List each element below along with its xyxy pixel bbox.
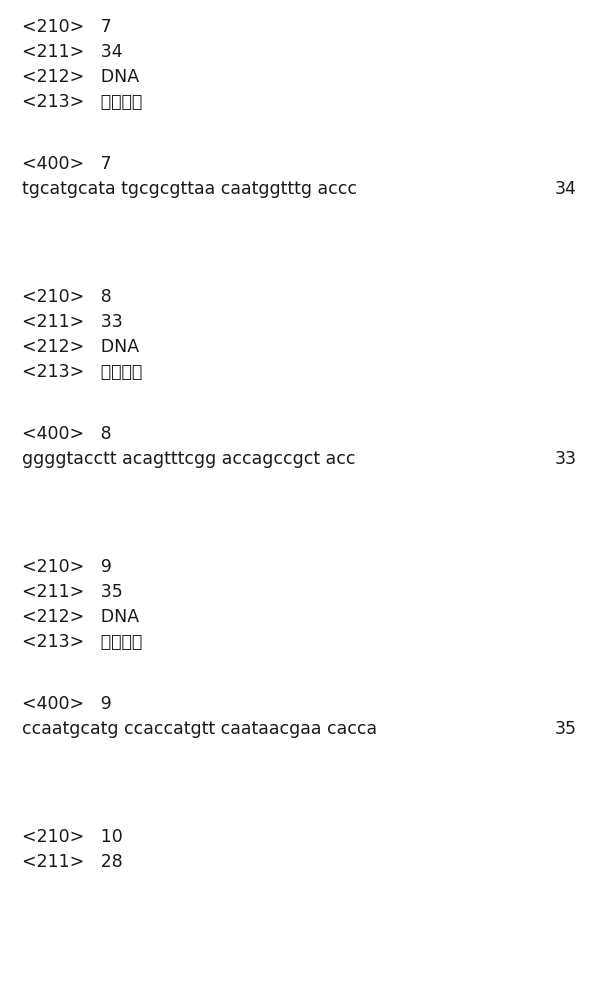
Text: <211>   34: <211> 34 <box>22 43 123 61</box>
Text: <211>   28: <211> 28 <box>22 853 123 871</box>
Text: ccaatgcatg ccaccatgtt caataacgaa cacca: ccaatgcatg ccaccatgtt caataacgaa cacca <box>22 720 377 738</box>
Text: <400>   8: <400> 8 <box>22 425 112 443</box>
Text: <400>   7: <400> 7 <box>22 155 112 173</box>
Text: <211>   33: <211> 33 <box>22 313 123 331</box>
Text: <213>   人工序列: <213> 人工序列 <box>22 363 142 381</box>
Text: <212>   DNA: <212> DNA <box>22 338 139 356</box>
Text: <213>   人工序列: <213> 人工序列 <box>22 93 142 111</box>
Text: <212>   DNA: <212> DNA <box>22 608 139 626</box>
Text: <213>   人工序列: <213> 人工序列 <box>22 633 142 651</box>
Text: tgcatgcata tgcgcgttaa caatggtttg accc: tgcatgcata tgcgcgttaa caatggtttg accc <box>22 180 357 198</box>
Text: <210>   7: <210> 7 <box>22 18 112 36</box>
Text: 34: 34 <box>555 180 577 198</box>
Text: <210>   9: <210> 9 <box>22 558 112 576</box>
Text: 33: 33 <box>555 450 577 468</box>
Text: <211>   35: <211> 35 <box>22 583 123 601</box>
Text: ggggtacctt acagtttcgg accagccgct acc: ggggtacctt acagtttcgg accagccgct acc <box>22 450 356 468</box>
Text: <210>   8: <210> 8 <box>22 288 112 306</box>
Text: <210>   10: <210> 10 <box>22 828 123 846</box>
Text: 35: 35 <box>555 720 577 738</box>
Text: <212>   DNA: <212> DNA <box>22 68 139 86</box>
Text: <400>   9: <400> 9 <box>22 695 112 713</box>
